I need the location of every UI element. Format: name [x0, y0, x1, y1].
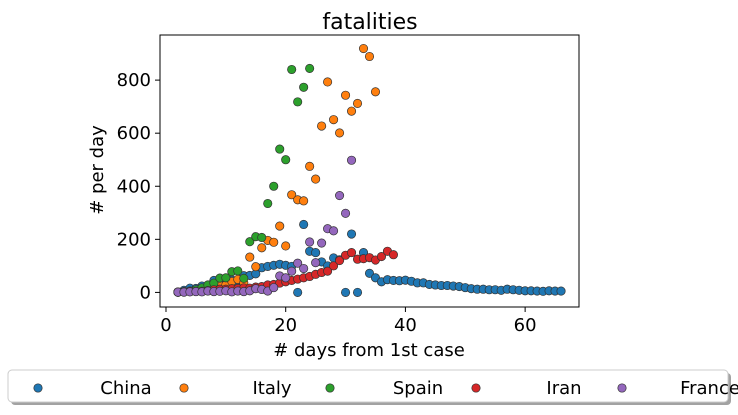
data-point	[352, 98, 363, 109]
data-point	[341, 287, 351, 297]
data-point	[269, 237, 279, 247]
data-point	[317, 121, 327, 131]
data-point	[329, 115, 339, 125]
legend-marker	[179, 383, 189, 393]
data-point	[239, 273, 249, 283]
data-point	[269, 283, 279, 293]
chart-title: fatalities	[322, 10, 417, 35]
x-tick-label: 0	[160, 315, 171, 336]
data-point	[293, 258, 303, 268]
legend-label: Spain	[393, 378, 443, 399]
series-italy	[173, 43, 381, 297]
data-point	[323, 266, 333, 276]
x-axis-label: # days from 1st case	[273, 340, 465, 361]
data-point	[263, 198, 273, 209]
data-point	[305, 63, 315, 73]
data-point	[335, 256, 345, 266]
legend-label: China	[100, 378, 151, 399]
data-point	[346, 155, 357, 165]
data-point	[556, 286, 566, 296]
data-point	[287, 64, 297, 75]
legend-label: Italy	[252, 378, 291, 399]
legend-marker	[617, 383, 627, 393]
y-tick-label: 400	[117, 176, 151, 197]
x-tick-label: 20	[274, 315, 297, 336]
data-point	[335, 190, 345, 201]
legend: China Italy Spain Iran France	[7, 369, 738, 405]
series-spain	[173, 63, 315, 297]
data-point	[281, 241, 291, 251]
data-point	[358, 43, 369, 54]
y-tick-label: 800	[117, 70, 151, 91]
data-point	[341, 208, 351, 218]
data-point	[275, 221, 285, 231]
data-point	[221, 273, 231, 283]
data-point	[364, 268, 375, 278]
legend-box	[7, 369, 729, 403]
data-point	[293, 97, 303, 107]
data-point	[299, 219, 309, 230]
data-point	[317, 238, 327, 248]
legend-marker	[325, 383, 335, 393]
y-tick-label: 200	[117, 229, 151, 250]
data-point	[299, 263, 309, 274]
data-point	[323, 77, 333, 87]
data-point	[251, 262, 261, 272]
data-point	[299, 82, 309, 92]
x-tick-label: 60	[514, 315, 537, 336]
data-point	[341, 90, 351, 100]
data-point	[346, 106, 357, 116]
legend-label: Iran	[546, 378, 581, 399]
data-point	[245, 252, 255, 262]
data-point	[257, 232, 267, 243]
data-point	[346, 248, 357, 258]
series-france	[173, 155, 357, 297]
legend-label: France	[680, 378, 738, 399]
y-tick-label: 0	[140, 282, 151, 303]
data-point	[287, 190, 297, 200]
data-point	[311, 174, 321, 184]
data-point	[287, 266, 297, 276]
data-point	[245, 237, 255, 247]
data-point	[233, 266, 243, 276]
legend-marker	[471, 383, 481, 393]
data-point	[388, 250, 398, 260]
data-point	[281, 273, 291, 283]
data-point	[364, 51, 375, 62]
data-point	[311, 248, 321, 258]
y-tick-label: 600	[117, 123, 151, 144]
data-point	[329, 226, 339, 236]
data-point	[376, 252, 387, 262]
data-point	[335, 128, 345, 138]
data-point	[275, 144, 285, 154]
data-point	[370, 87, 381, 97]
data-point	[299, 196, 309, 206]
y-axis-label: # per day	[87, 125, 108, 215]
data-point	[269, 181, 279, 191]
data-point	[311, 258, 321, 268]
data-point	[257, 243, 267, 253]
axes-frame	[159, 34, 580, 308]
x-tick-label: 40	[394, 315, 417, 336]
data-point	[352, 287, 363, 297]
data-point	[281, 155, 291, 165]
data-point	[293, 287, 303, 297]
data-point	[305, 161, 315, 171]
legend-marker	[33, 383, 43, 393]
data-point	[329, 261, 339, 271]
data-point	[305, 237, 315, 247]
data-point	[346, 229, 357, 239]
